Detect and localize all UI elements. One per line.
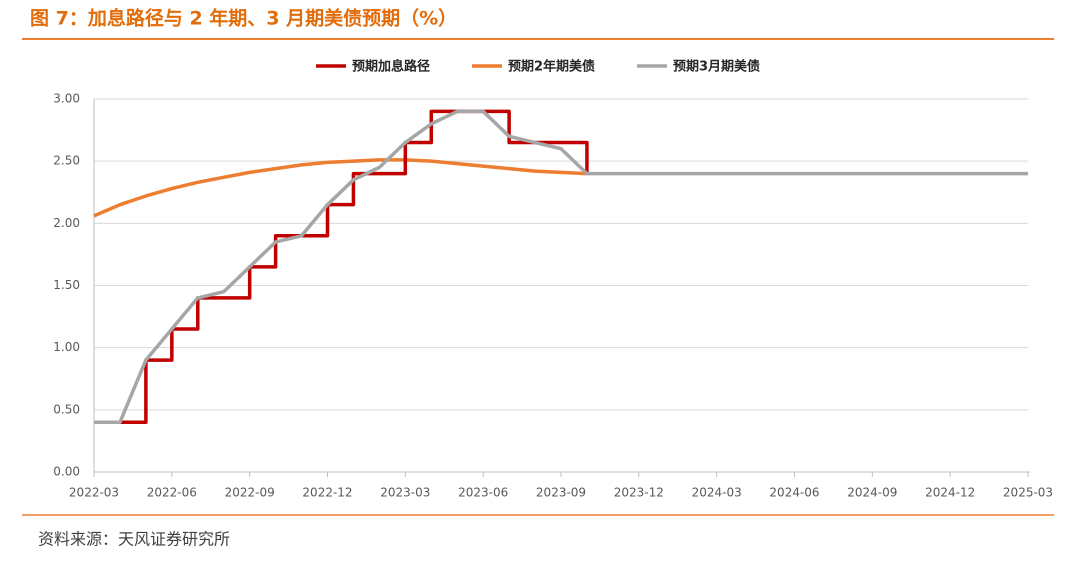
- x-tick-label: 2024-03: [692, 486, 742, 500]
- y-tick-label: 2.50: [53, 154, 80, 168]
- legend-label: 预期3月期美债: [673, 59, 760, 75]
- y-tick-label: 1.50: [53, 278, 80, 292]
- series-line: [94, 109, 589, 425]
- x-tick-label: 2024-12: [925, 486, 975, 500]
- x-tick-label: 2022-12: [302, 486, 352, 500]
- y-tick-label: 2.00: [53, 216, 80, 230]
- x-tick-label: 2024-09: [847, 486, 897, 500]
- x-tick-label: 2022-09: [225, 486, 275, 500]
- y-tick-label: 0.00: [53, 465, 80, 479]
- x-tick-label: 2023-09: [536, 486, 586, 500]
- legend-label: 预期加息路径: [352, 59, 430, 75]
- chart-title: 图 7：加息路径与 2 年期、3 月期美债预期（%）: [30, 7, 457, 30]
- y-tick-label: 3.00: [53, 92, 80, 106]
- x-tick-label: 2022-03: [69, 486, 119, 500]
- x-tick-label: 2025-03: [1003, 486, 1053, 500]
- x-tick-label: 2024-06: [769, 486, 819, 500]
- legend-label: 预期2年期美债: [508, 59, 595, 75]
- x-tick-label: 2023-12: [614, 486, 664, 500]
- x-tick-label: 2022-06: [147, 486, 197, 500]
- x-tick-label: 2023-03: [380, 486, 430, 500]
- y-tick-label: 1.00: [53, 340, 80, 354]
- series-line: [93, 158, 588, 218]
- y-tick-label: 0.50: [53, 402, 80, 416]
- series-line: [94, 109, 1028, 425]
- source: 资料来源：天风证券研究所: [38, 530, 230, 549]
- x-tick-label: 2023-06: [458, 486, 508, 500]
